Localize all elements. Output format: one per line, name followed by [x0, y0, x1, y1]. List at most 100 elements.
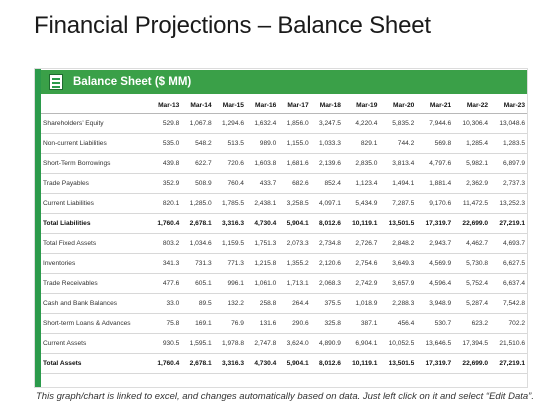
table-cell: 7,287.5 [379, 193, 417, 214]
table-cell: 2,678.1 [181, 213, 214, 234]
table-cell: 2,835.0 [342, 153, 380, 174]
table-cell: 27,219.1 [490, 213, 527, 234]
table-row: Inventories 341.3 731.3 771.3 1,215.8 1,355.2… [41, 253, 527, 274]
table-cell: 7,944.6 [416, 113, 454, 134]
table-cell: 623.2 [453, 313, 491, 334]
table-cell: 4,097.1 [310, 193, 343, 214]
header-label-cell [41, 97, 149, 114]
table-cell: 6,637.4 [490, 273, 527, 294]
table-cell: 1,294.6 [213, 113, 246, 134]
table-cell: 996.1 [213, 273, 246, 294]
table-cell: 8,012.6 [310, 213, 343, 234]
table-cell: 1,856.0 [278, 113, 311, 134]
table-cell: 477.6 [149, 273, 182, 294]
row-label: Total Assets [41, 353, 149, 374]
table-cell: 1,760.4 [149, 353, 182, 374]
table-cell: 22,699.0 [453, 353, 491, 374]
table-cell: 325.8 [310, 313, 343, 334]
table-cell: 10,052.5 [379, 333, 417, 354]
table-body: Shareholders’ Equity 529.8 1,067.8 1,294.6 1… [41, 113, 527, 374]
table-cell: 17,319.7 [416, 213, 454, 234]
table-cell: 1,159.5 [213, 233, 246, 254]
table-cell: 75.8 [149, 313, 182, 334]
column-header: Mar-17 [278, 97, 311, 114]
table-cell: 439.8 [149, 153, 182, 174]
table-cell: 4,693.7 [490, 233, 527, 254]
row-label: Current Liabilities [41, 193, 149, 214]
table-cell: 702.2 [490, 313, 527, 334]
table-cell: 760.4 [213, 173, 246, 194]
table-cell: 2,068.3 [310, 273, 343, 294]
table-cell: 13,646.5 [416, 333, 454, 354]
table-cell: 131.6 [245, 313, 279, 334]
table-cell: 2,747.8 [245, 333, 279, 354]
column-header: Mar-20 [379, 97, 417, 114]
table-cell: 17,319.7 [416, 353, 454, 374]
row-label: Inventories [41, 253, 149, 274]
table-cell: 341.3 [149, 253, 182, 274]
table-cell: 513.5 [213, 133, 246, 154]
table-cell: 6,904.1 [342, 333, 380, 354]
table-row: Total Fixed Assets 803.2 1,034.6 1,159.5 1,7… [41, 233, 527, 254]
table-cell: 5,835.2 [379, 113, 417, 134]
table-cell: 2,734.8 [310, 233, 343, 254]
table-cell: 375.5 [310, 293, 343, 314]
table-row: Non-current Liabilities 535.0 548.2 513.5 98… [41, 133, 527, 154]
table-cell: 89.5 [181, 293, 214, 314]
document-icon [49, 74, 63, 90]
row-label: Non-current Liabilities [41, 133, 149, 154]
table-cell: 264.4 [278, 293, 311, 314]
table-row: Trade Payables 352.9 508.9 760.4 433.7 682.6 8… [41, 173, 527, 194]
table-cell: 535.0 [149, 133, 182, 154]
column-header: Mar-16 [245, 97, 279, 114]
table-cell: 1,067.8 [181, 113, 214, 134]
table-cell: 433.7 [245, 173, 279, 194]
table-cell: 3,649.3 [379, 253, 417, 274]
table-cell: 13,501.5 [379, 213, 417, 234]
table-cell: 1,494.1 [379, 173, 417, 194]
table-cell: 4,730.4 [245, 213, 279, 234]
table-cell: 731.3 [181, 253, 214, 274]
table-cell: 771.3 [213, 253, 246, 274]
table-cell: 2,073.3 [278, 233, 311, 254]
table-cell: 6,897.9 [490, 153, 527, 174]
table-cell: 33.0 [149, 293, 182, 314]
table-cell: 508.9 [181, 173, 214, 194]
table-cell: 11,472.5 [453, 193, 491, 214]
table-cell: 3,258.5 [278, 193, 311, 214]
table-cell: 5,904.1 [278, 213, 311, 234]
table-cell: 2,362.9 [453, 173, 491, 194]
row-label: Total Liabilities [41, 213, 149, 234]
table-cell: 1,681.6 [278, 153, 311, 174]
table-cell: 2,726.7 [342, 233, 380, 254]
table-cell: 3,948.9 [416, 293, 454, 314]
column-header: Mar-13 [149, 97, 182, 114]
table-cell: 387.1 [342, 313, 380, 334]
table-cell: 529.8 [149, 113, 182, 134]
panel-header: Balance Sheet ($ MM) [41, 70, 527, 94]
table-row: Current Liabilities 820.1 1,285.0 1,785.5 2,… [41, 193, 527, 214]
footer-note: This graph/chart is linked to excel, and… [36, 391, 534, 402]
table-cell: 13,501.5 [379, 353, 417, 374]
table-cell: 1,285.4 [453, 133, 491, 154]
table-cell: 605.1 [181, 273, 214, 294]
row-label: Trade Payables [41, 173, 149, 194]
table-cell: 720.6 [213, 153, 246, 174]
table-cell: 2,737.3 [490, 173, 527, 194]
column-header: Mar-22 [453, 97, 491, 114]
table-cell: 3,657.9 [379, 273, 417, 294]
table-cell: 803.2 [149, 233, 182, 254]
table-cell: 4,596.4 [416, 273, 454, 294]
row-label: Current Assets [41, 333, 149, 354]
table-cell: 2,754.6 [342, 253, 380, 274]
column-header: Mar-18 [310, 97, 343, 114]
table-cell: 5,752.4 [453, 273, 491, 294]
table-cell: 3,624.0 [278, 333, 311, 354]
table-cell: 9,170.6 [416, 193, 454, 214]
table-cell: 5,434.9 [342, 193, 380, 214]
table-cell: 852.4 [310, 173, 343, 194]
table-cell: 4,569.9 [416, 253, 454, 274]
table-cell: 622.7 [181, 153, 214, 174]
table-cell: 352.9 [149, 173, 182, 194]
table-cell: 456.4 [379, 313, 417, 334]
